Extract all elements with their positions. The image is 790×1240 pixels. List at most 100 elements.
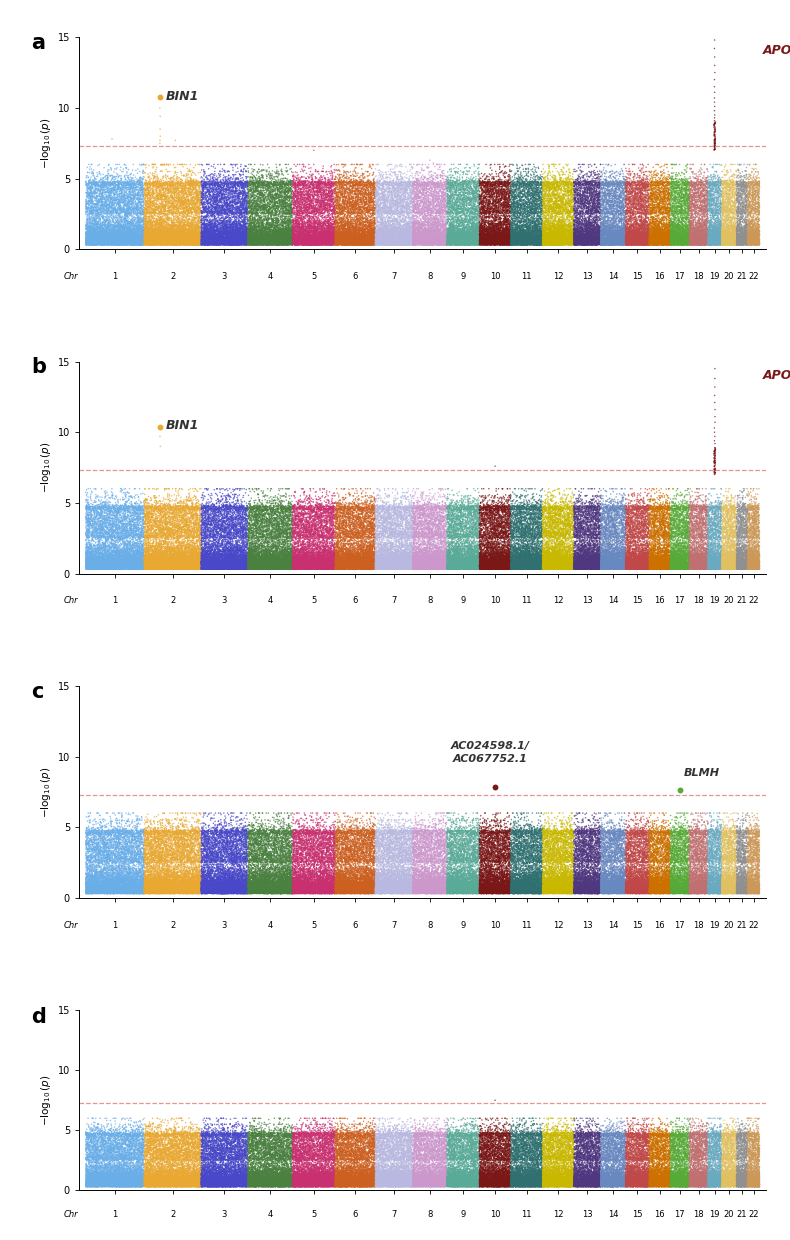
Point — [246, 1148, 259, 1168]
Point — [721, 515, 734, 534]
Point — [298, 823, 310, 843]
Point — [154, 849, 167, 869]
Point — [296, 837, 309, 857]
Point — [663, 1161, 675, 1180]
Point — [694, 559, 706, 579]
Point — [635, 1172, 648, 1192]
Point — [327, 852, 340, 872]
Point — [364, 210, 377, 229]
Point — [245, 234, 258, 254]
Point — [431, 1148, 444, 1168]
Point — [310, 842, 322, 862]
Point — [577, 862, 589, 882]
Point — [708, 165, 720, 185]
Point — [712, 874, 724, 894]
Point — [167, 234, 180, 254]
Point — [250, 879, 262, 899]
Point — [201, 219, 214, 239]
Point — [552, 174, 565, 193]
Point — [289, 853, 302, 873]
Point — [657, 552, 670, 572]
Point — [260, 823, 273, 843]
Point — [438, 878, 451, 898]
Point — [414, 217, 427, 237]
Point — [293, 821, 306, 841]
Point — [111, 222, 124, 242]
Point — [324, 1125, 337, 1145]
Point — [551, 1126, 564, 1146]
Point — [96, 517, 109, 537]
Point — [120, 1174, 133, 1194]
Point — [107, 559, 120, 579]
Point — [675, 223, 687, 243]
Point — [617, 1151, 630, 1171]
Point — [228, 552, 240, 572]
Point — [269, 843, 281, 863]
Point — [113, 875, 126, 895]
Point — [441, 880, 453, 900]
Point — [411, 233, 423, 253]
Point — [610, 1174, 623, 1194]
Point — [481, 233, 494, 253]
Point — [496, 556, 509, 575]
Point — [627, 233, 640, 253]
Point — [444, 875, 457, 895]
Point — [176, 1176, 189, 1195]
Point — [209, 556, 222, 575]
Point — [142, 537, 155, 557]
Point — [357, 820, 370, 839]
Point — [480, 1152, 492, 1172]
Point — [194, 882, 207, 901]
Point — [122, 548, 134, 568]
Point — [142, 810, 155, 830]
Point — [482, 1145, 495, 1164]
Point — [513, 880, 525, 900]
Point — [417, 1149, 430, 1169]
Point — [687, 224, 700, 244]
Point — [169, 231, 182, 250]
Point — [214, 854, 227, 874]
Point — [256, 542, 269, 562]
Point — [321, 546, 333, 565]
Point — [562, 880, 575, 900]
Point — [612, 233, 625, 253]
Point — [134, 503, 147, 523]
Point — [453, 559, 465, 579]
Point — [227, 1173, 239, 1193]
Point — [221, 825, 234, 844]
Point — [692, 848, 705, 868]
Point — [480, 1146, 492, 1166]
Point — [148, 820, 160, 839]
Point — [212, 883, 224, 903]
Point — [228, 841, 241, 861]
Point — [679, 879, 692, 899]
Point — [600, 838, 612, 858]
Point — [88, 1133, 100, 1153]
Point — [525, 1161, 538, 1180]
Point — [664, 518, 677, 538]
Point — [517, 1176, 529, 1195]
Point — [721, 192, 734, 212]
Point — [518, 233, 531, 253]
Point — [437, 553, 450, 573]
Point — [300, 549, 313, 569]
Point — [457, 1136, 469, 1156]
Point — [498, 828, 511, 848]
Point — [347, 825, 359, 844]
Point — [257, 234, 269, 254]
Point — [122, 200, 134, 219]
Point — [469, 547, 482, 567]
Point — [273, 559, 286, 579]
Point — [551, 557, 564, 577]
Point — [653, 1176, 665, 1195]
Point — [223, 521, 235, 541]
Point — [718, 1168, 731, 1188]
Point — [195, 882, 208, 901]
Point — [180, 1174, 193, 1194]
Point — [293, 218, 306, 238]
Point — [480, 185, 492, 205]
Point — [154, 873, 167, 893]
Point — [543, 874, 555, 894]
Point — [130, 878, 142, 898]
Point — [182, 1169, 194, 1189]
